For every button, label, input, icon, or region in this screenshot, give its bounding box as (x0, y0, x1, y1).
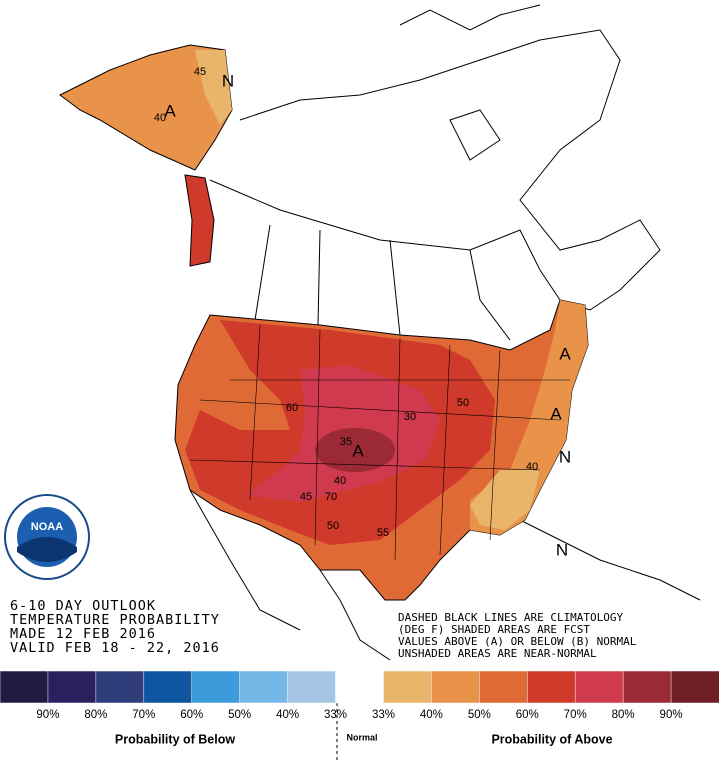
legend-label: 33% (372, 709, 395, 721)
legend-swatch (574, 670, 624, 704)
header-line: VALID FEB 18 - 22, 2016 (10, 640, 220, 656)
legend-label: 80% (84, 709, 107, 721)
legend-above-title: Probability of Above (491, 732, 612, 746)
map-label: 50 (327, 520, 339, 532)
map-label: 40 (154, 112, 166, 124)
header-line: 6-10 DAY OUTLOOK (10, 598, 157, 614)
legend-label: 90% (660, 709, 683, 721)
coastlines (189, 4, 701, 661)
map-label: 40 (526, 461, 538, 473)
map-label: 45 (300, 491, 312, 503)
pacific-nw-region (184, 174, 215, 267)
legend-label: 90% (36, 709, 59, 721)
legend-label: 60% (180, 709, 203, 721)
note-line: VALUES ABOVE (A) OR BELOW (B) NORMAL (398, 635, 637, 648)
legend-swatch (431, 670, 481, 704)
map-label: 70 (325, 491, 337, 503)
legend-label: 33% (324, 709, 347, 721)
alaska-region (59, 44, 233, 171)
legend-label: 80% (612, 709, 635, 721)
map-label: A (550, 404, 562, 423)
map-label: N (556, 540, 568, 559)
legend-swatch (670, 670, 719, 704)
note-line: (DEG F) SHADED AREAS ARE FCST (398, 623, 591, 636)
legend: Probability of Below Normal Probability … (0, 670, 719, 760)
notes: DASHED BLACK LINES ARE CLIMATOLOGY (DEG … (398, 612, 636, 660)
legend-label: 40% (276, 709, 299, 721)
map-label: 35 (340, 436, 352, 448)
northeast-light-region (470, 300, 588, 535)
southeast-light-region (470, 470, 540, 530)
legend-swatch (527, 670, 576, 704)
legend-swatch (143, 670, 193, 704)
map-label: A (559, 344, 571, 363)
map-label: A (164, 101, 176, 120)
legend-swatch (335, 670, 385, 704)
legend-swatch (239, 670, 289, 704)
map-label: 50 (457, 397, 469, 409)
legend-label: 50% (468, 709, 491, 721)
legend-label: 70% (132, 709, 155, 721)
map-label: A (352, 441, 364, 460)
legend-normal-title: Normal (346, 732, 377, 742)
map-label: 60 (286, 402, 298, 414)
state-lines (189, 324, 570, 561)
legend-label: 50% (228, 709, 251, 721)
legend-below-title: Probability of Below (115, 732, 235, 746)
map-label: 55 (377, 527, 389, 539)
map-label: N (222, 71, 234, 90)
legend-swatch (47, 670, 97, 704)
logo-text: NOAA (31, 521, 63, 533)
legend-swatch (622, 670, 672, 704)
header: 6-10 DAY OUTLOOK TEMPERATURE PROBABILITY… (10, 599, 220, 655)
noaa-logo: NOAA (4, 494, 90, 580)
header-line: TEMPERATURE PROBABILITY (10, 612, 220, 628)
header-line: MADE 12 FEB 2016 (10, 626, 157, 642)
legend-label: 40% (420, 709, 443, 721)
legend-label: 60% (516, 709, 539, 721)
legend-label: 70% (564, 709, 587, 721)
legend-swatch (95, 670, 145, 704)
map-label: N (559, 447, 571, 466)
map-label: 30 (404, 411, 416, 423)
note-line: DASHED BLACK LINES ARE CLIMATOLOGY (398, 611, 624, 624)
map-label: 40 (334, 475, 346, 487)
legend-swatch (0, 670, 49, 704)
note-line: UNSHADED AREAS ARE NEAR-NORMAL (398, 647, 597, 660)
legend-swatch (479, 670, 529, 704)
legend-swatch (383, 670, 433, 704)
map-label: 45 (194, 66, 206, 78)
legend-swatch (191, 670, 241, 704)
alaska-light-region (195, 50, 232, 125)
us-maroon-region (315, 428, 395, 472)
legend-swatch (287, 670, 337, 704)
